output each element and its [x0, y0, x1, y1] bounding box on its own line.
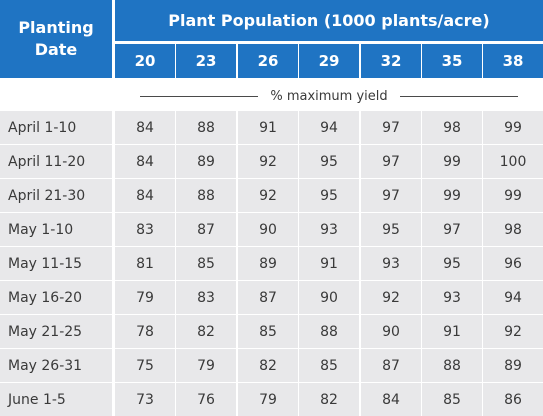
- yield-cell: 97: [361, 179, 421, 212]
- yield-cell: 98: [422, 111, 482, 144]
- yield-cell: 95: [361, 213, 421, 246]
- yield-cell: 90: [361, 315, 421, 348]
- yield-cell: 78: [115, 315, 175, 348]
- yield-cell: 99: [422, 179, 482, 212]
- yield-cell: 95: [299, 145, 359, 178]
- yield-cell: 91: [299, 247, 359, 280]
- yield-cell: 87: [361, 349, 421, 382]
- population-header-cell: 23: [176, 44, 236, 78]
- yield-cell: 89: [176, 145, 236, 178]
- yield-cell: 92: [238, 145, 298, 178]
- yield-cell: 85: [299, 349, 359, 382]
- yield-cell: 87: [176, 213, 236, 246]
- yield-cell: 99: [483, 111, 543, 144]
- planting-date-cell: May 21-25: [0, 315, 112, 348]
- table-row: May 21-25 78 82 85 88 90 91 92: [0, 315, 543, 348]
- population-header-cell: 29: [299, 44, 359, 78]
- yield-cell: 92: [238, 179, 298, 212]
- yield-cell: 83: [115, 213, 175, 246]
- yield-cell: 92: [483, 315, 543, 348]
- yield-cell: 100: [483, 145, 543, 178]
- table-row: April 21-30 84 88 92 95 97 99 99: [0, 179, 543, 212]
- yield-cell: 82: [299, 383, 359, 416]
- table-row: June 1-5 73 76 79 82 84 85 86: [0, 383, 543, 416]
- table-row: May 11-15 81 85 89 91 93 95 96: [0, 247, 543, 280]
- yield-cell: 90: [299, 281, 359, 314]
- yield-cell: 95: [422, 247, 482, 280]
- yield-cell: 84: [115, 179, 175, 212]
- yield-cell: 88: [176, 111, 236, 144]
- table-row: April 1-10 84 88 91 94 97 98 99: [0, 111, 543, 144]
- yield-cell: 87: [238, 281, 298, 314]
- yield-cell: 79: [176, 349, 236, 382]
- yield-cell: 91: [238, 111, 298, 144]
- planting-date-header-line1: Planting: [18, 18, 94, 37]
- planting-date-cell: April 21-30: [0, 179, 112, 212]
- subheader-text: % maximum yield: [270, 88, 388, 104]
- yield-cell: 90: [238, 213, 298, 246]
- planting-date-cell: May 16-20: [0, 281, 112, 314]
- table-row: May 16-20 79 83 87 90 92 93 94: [0, 281, 543, 314]
- table-row: April 11-20 84 89 92 95 97 99 100: [0, 145, 543, 178]
- subheader-left-rule: [140, 95, 259, 97]
- yield-cell: 85: [422, 383, 482, 416]
- yield-subheader: % maximum yield: [115, 84, 543, 108]
- yield-cell: 92: [361, 281, 421, 314]
- yield-cell: 82: [238, 349, 298, 382]
- planting-date-cell: April 11-20: [0, 145, 112, 178]
- yield-cell: 84: [361, 383, 421, 416]
- population-header-cell: 35: [422, 44, 482, 78]
- yield-cell: 85: [238, 315, 298, 348]
- population-header-cell: 38: [483, 44, 543, 78]
- table-row: May 26-31 75 79 82 85 87 88 89: [0, 349, 543, 382]
- population-header-cell: 20: [115, 44, 175, 78]
- planting-date-cell: May 26-31: [0, 349, 112, 382]
- yield-cell: 85: [176, 247, 236, 280]
- yield-cell: 99: [422, 145, 482, 178]
- yield-cell: 84: [115, 145, 175, 178]
- yield-cell: 73: [115, 383, 175, 416]
- yield-cell: 83: [176, 281, 236, 314]
- yield-cell: 99: [483, 179, 543, 212]
- yield-cell: 93: [299, 213, 359, 246]
- yield-cell: 79: [115, 281, 175, 314]
- yield-cell: 75: [115, 349, 175, 382]
- population-header-cell: 32: [361, 44, 421, 78]
- planting-date-cell: May 1-10: [0, 213, 112, 246]
- yield-cell: 97: [422, 213, 482, 246]
- yield-cell: 97: [361, 111, 421, 144]
- yield-cell: 82: [176, 315, 236, 348]
- yield-cell: 98: [483, 213, 543, 246]
- yield-cell: 88: [176, 179, 236, 212]
- planting-date-header-line2: Date: [34, 40, 78, 59]
- planting-date-cell: June 1-5: [0, 383, 112, 416]
- yield-cell: 96: [483, 247, 543, 280]
- yield-cell: 94: [483, 281, 543, 314]
- yield-cell: 97: [361, 145, 421, 178]
- planting-date-cell: April 1-10: [0, 111, 112, 144]
- yield-cell: 93: [361, 247, 421, 280]
- yield-cell: 81: [115, 247, 175, 280]
- subheader-right-rule: [399, 95, 518, 97]
- yield-cell: 79: [238, 383, 298, 416]
- yield-cell: 88: [299, 315, 359, 348]
- yield-cell: 89: [483, 349, 543, 382]
- yield-cell: 84: [115, 111, 175, 144]
- population-header-cell: 26: [238, 44, 298, 78]
- yield-cell: 88: [422, 349, 482, 382]
- yield-cell: 86: [483, 383, 543, 416]
- yield-cell: 76: [176, 383, 236, 416]
- yield-cell: 95: [299, 179, 359, 212]
- planting-date-header: Planting Date: [0, 0, 112, 78]
- planting-date-cell: May 11-15: [0, 247, 112, 280]
- table-row: May 1-10 83 87 90 93 95 97 98: [0, 213, 543, 246]
- yield-cell: 94: [299, 111, 359, 144]
- yield-cell: 93: [422, 281, 482, 314]
- yield-cell: 89: [238, 247, 298, 280]
- population-title: Plant Population (1000 plants/acre): [115, 0, 543, 41]
- yield-cell: 91: [422, 315, 482, 348]
